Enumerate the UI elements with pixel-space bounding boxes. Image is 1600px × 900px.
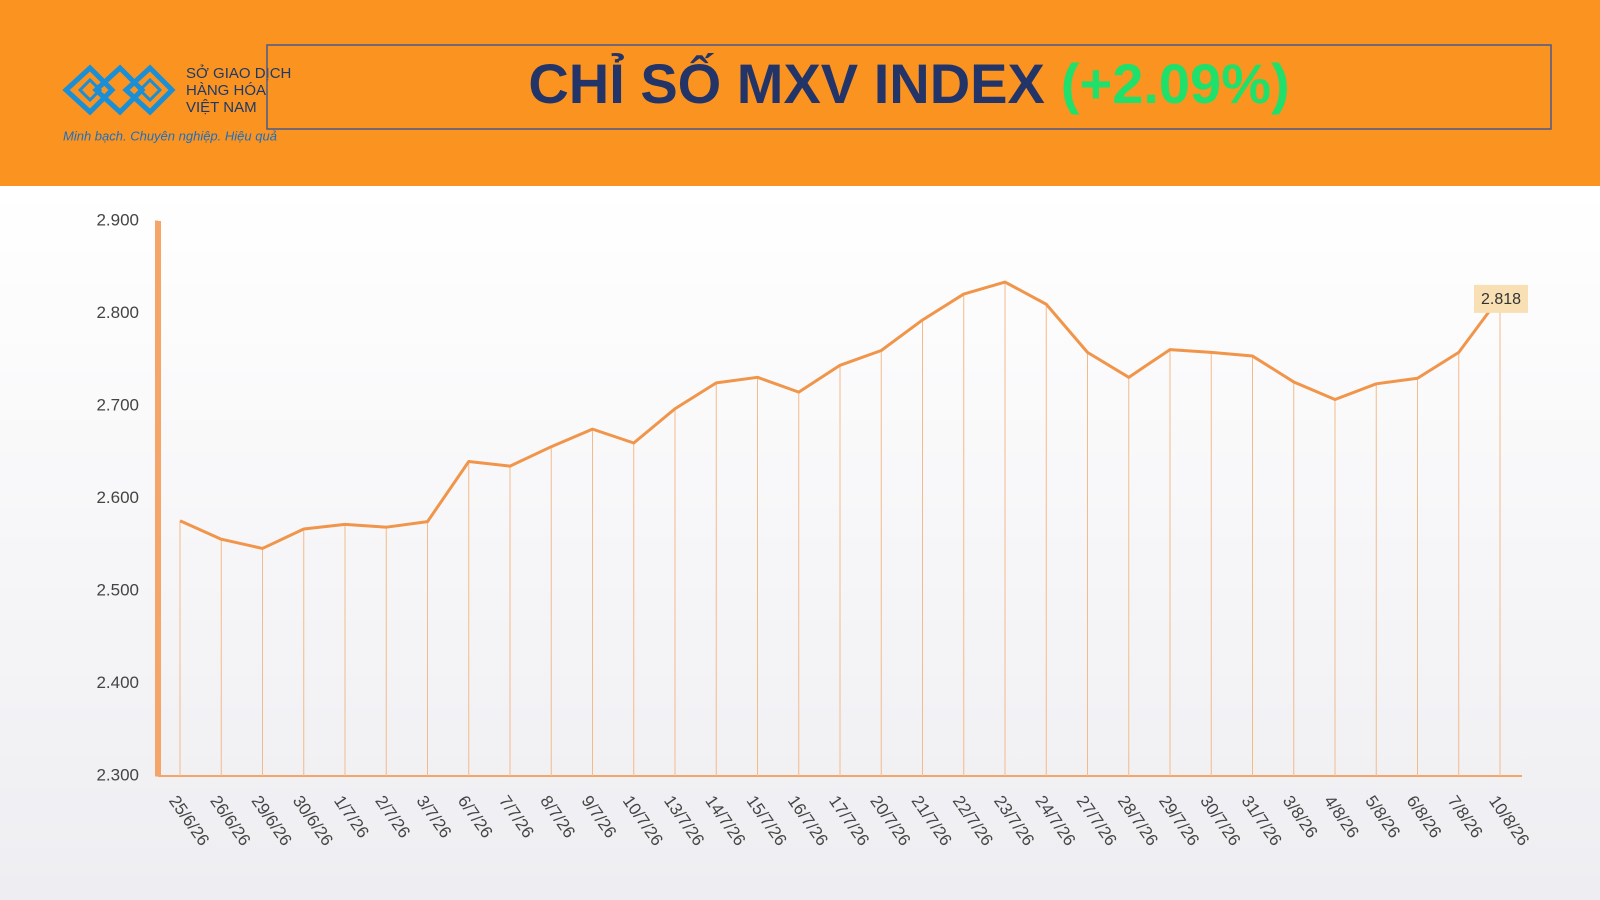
title-change: (+2.09%) [1061,52,1290,115]
y-tick-label: 2.600 [96,488,139,507]
y-tick-label: 2.300 [96,765,139,784]
series-line [179,280,1502,550]
y-tick-label: 2.900 [96,210,139,229]
title-box [266,44,1552,130]
y-tick-label: 2.400 [96,673,139,692]
y-tick-label: 2.500 [96,580,139,599]
logo-text: SỞ GIAO DỊCH [186,64,291,82]
chart-bg [0,186,1600,900]
slogan: Minh bạch. Chuyên nghiệp. Hiệu quả [63,128,277,143]
y-tick-label: 2.800 [96,303,139,322]
title-text: CHỈ SỐ MXV INDEX [528,52,1045,115]
value-label-bg [1474,284,1528,313]
y-tick-label: 2.700 [96,395,139,414]
logo-text: VIỆT NAM [186,99,257,116]
logo-icon [62,64,176,116]
value-label: 2.818 [1481,291,1521,308]
logo-text: HÀNG HÓA [186,82,266,99]
title: CHỈ SỐ MXV INDEX (+2.09%) [528,52,1289,115]
